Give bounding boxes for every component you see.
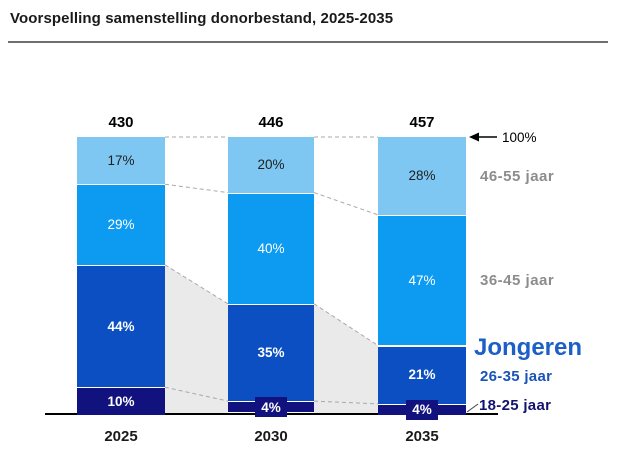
segment-boundary-dashed-line — [313, 400, 379, 405]
bar-segment-36-45-jaar: 47% — [378, 214, 466, 346]
segment-value-label: 47% — [408, 272, 436, 288]
bar-segment-36-45-jaar: 40% — [228, 192, 314, 304]
segment-value-label: 29% — [107, 217, 135, 233]
bar-segment-18-25-jaar: 10% — [77, 387, 165, 415]
segment-boundary-dashed-line — [313, 303, 379, 346]
bar-segment-26-35-jaar: 21% — [378, 345, 466, 404]
bar-segment-36-45-jaar: 29% — [77, 184, 165, 265]
legend-18-25-jaar: 18-25 jaar — [479, 397, 552, 414]
bar-segment-46-55-jaar: 28% — [378, 137, 466, 215]
bar-segment-26-35-jaar: 35% — [228, 303, 314, 402]
bar-segment-26-35-jaar: 44% — [77, 264, 165, 388]
segment-boundary-dashed-line — [164, 264, 229, 305]
segment-value-label-boxed: 4% — [255, 397, 287, 418]
segment-value-label: 10% — [107, 393, 135, 409]
segment-value-label: 35% — [257, 345, 285, 361]
title-underline — [8, 41, 608, 43]
jongeren-connector-band — [314, 303, 378, 415]
x-axis-label: 2030 — [254, 428, 288, 445]
x-axis-label: 2025 — [104, 428, 138, 445]
segment-value-label-boxed: 4% — [406, 399, 438, 420]
age-18-25-leader-line — [466, 403, 479, 413]
hundred-percent-label: 100% — [502, 130, 537, 145]
segment-boundary-dashed-line — [313, 192, 379, 216]
legend-36-45-jaar: 36-45 jaar — [480, 272, 555, 289]
segment-value-label: 44% — [107, 318, 135, 334]
x-axis-label: 2035 — [405, 428, 439, 445]
page-title: Voorspelling samenstelling donorbestand,… — [10, 10, 394, 27]
bar-total-label: 430 — [108, 114, 134, 131]
hundred-percent-arrow-head — [469, 132, 479, 142]
jongeren-heading: Jongeren — [474, 334, 583, 361]
bar-total-label: 446 — [258, 114, 284, 131]
jongeren-connector-band — [165, 264, 228, 415]
bar-segment-46-55-jaar: 20% — [228, 137, 314, 193]
bar-total-label: 457 — [409, 114, 435, 131]
segment-value-label: 21% — [408, 367, 436, 383]
legend-46-55-jaar: 46-55 jaar — [480, 168, 555, 185]
segment-value-label: 40% — [257, 240, 285, 256]
legend-26-35-jaar: 26-35 jaar — [480, 368, 553, 385]
segment-boundary-dashed-line — [164, 386, 229, 402]
bar-segment-46-55-jaar: 17% — [77, 137, 165, 185]
segment-value-label: 17% — [107, 152, 135, 168]
segment-value-label: 28% — [408, 168, 436, 184]
segment-value-label: 20% — [257, 157, 285, 173]
segment-boundary-dashed-line — [164, 183, 229, 194]
